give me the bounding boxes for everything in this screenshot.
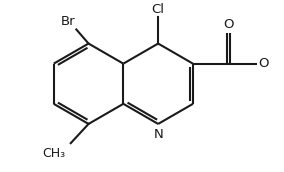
Text: Br: Br bbox=[60, 15, 75, 28]
Text: O: O bbox=[259, 57, 269, 70]
Text: N: N bbox=[153, 128, 163, 141]
Text: Cl: Cl bbox=[152, 3, 165, 16]
Text: CH₃: CH₃ bbox=[42, 147, 65, 160]
Text: O: O bbox=[223, 18, 234, 31]
